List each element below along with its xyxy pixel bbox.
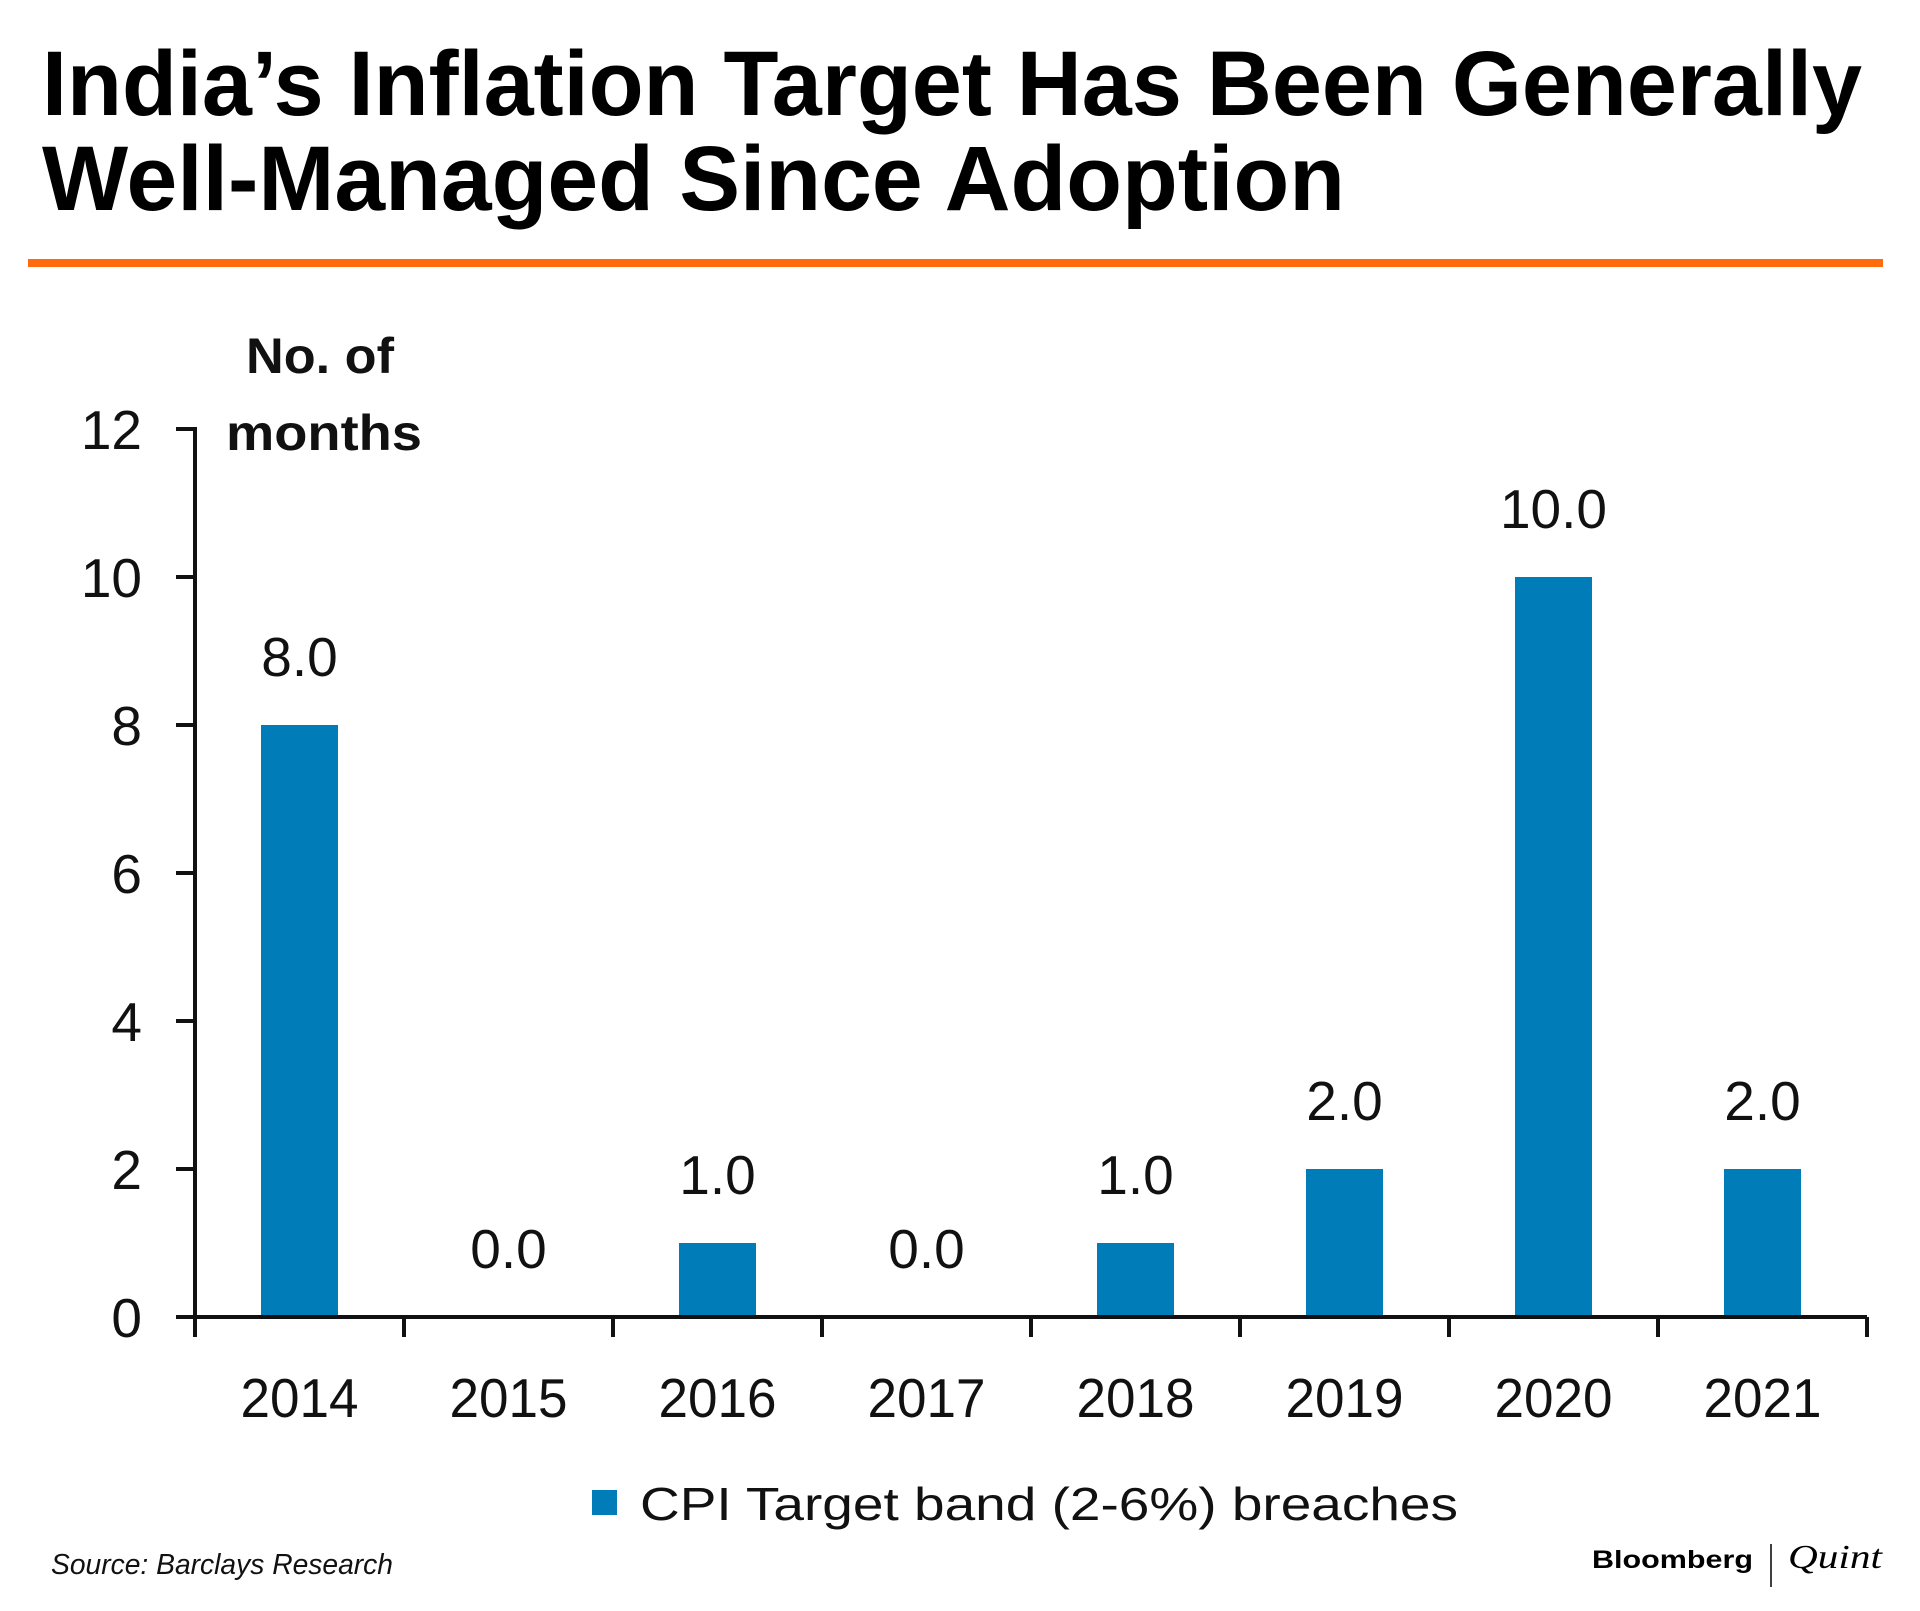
y-tick-label-10: 10 — [81, 547, 142, 609]
bar-2021 — [1724, 1169, 1801, 1317]
data-label-2015: 0.0 — [470, 1218, 546, 1280]
x-tick-label-2019: 2019 — [1286, 1367, 1404, 1429]
logo-quint-text: Quint — [1788, 1539, 1884, 1576]
legend-label: CPI Target band (2-6%) breaches — [640, 1478, 1458, 1530]
data-labels-group: 8.0 0.0 1.0 0.0 1.0 2.0 10.0 2.0 — [261, 478, 1800, 1280]
y-tick-label-0: 0 — [111, 1287, 142, 1349]
y-tick-label-12: 12 — [81, 399, 142, 461]
title-divider-rule — [28, 259, 1883, 267]
data-label-2021: 2.0 — [1724, 1070, 1800, 1132]
source-note: Source: Barclays Research — [51, 1549, 393, 1581]
legend: CPI Target band (2-6%) breaches — [592, 1478, 1458, 1530]
x-tick-label-2020: 2020 — [1495, 1367, 1613, 1429]
bar-2018 — [1097, 1243, 1174, 1317]
axes-group — [176, 427, 1867, 1337]
logo-bloomberg-text: Bloomberg — [1592, 1546, 1753, 1574]
y-tick-label-2: 2 — [111, 1139, 142, 1201]
legend-swatch — [592, 1490, 617, 1515]
x-tick-label-2021: 2021 — [1704, 1367, 1822, 1429]
data-label-2014: 8.0 — [261, 626, 337, 688]
x-tick-label-2018: 2018 — [1077, 1367, 1195, 1429]
x-tick-label-2017: 2017 — [868, 1367, 986, 1429]
publisher-logo: Bloomberg Quint — [1592, 1539, 1884, 1587]
x-tick-label-2014: 2014 — [241, 1367, 359, 1429]
x-tick-label-2016: 2016 — [659, 1367, 777, 1429]
chart-title-line-2: Well-Managed Since Adoption — [42, 128, 1345, 230]
y-axis-title-line-2: months — [226, 405, 422, 461]
bar-2019 — [1306, 1169, 1383, 1317]
bar-2020 — [1515, 577, 1592, 1317]
bar-2016 — [679, 1243, 756, 1317]
data-label-2016: 1.0 — [679, 1144, 755, 1206]
data-label-2019: 2.0 — [1306, 1070, 1382, 1132]
y-tick-label-6: 6 — [111, 843, 142, 905]
bar-2014 — [261, 725, 338, 1317]
x-tick-label-2015: 2015 — [450, 1367, 568, 1429]
x-ticks-group: 2014 2015 2016 2017 2018 2019 2020 2021 — [193, 1317, 1869, 1429]
bars-group — [261, 577, 1801, 1317]
data-label-2018: 1.0 — [1097, 1144, 1173, 1206]
y-tick-label-8: 8 — [111, 695, 142, 757]
y-ticks-group: 0 2 4 6 8 10 12 — [81, 399, 195, 1349]
chart-title-line-1: India’s Inflation Target Has Been Genera… — [42, 33, 1862, 135]
y-tick-label-4: 4 — [111, 991, 142, 1053]
data-label-2020: 10.0 — [1500, 478, 1607, 540]
y-axis-title-line-1: No. of — [246, 328, 394, 384]
data-label-2017: 0.0 — [888, 1218, 964, 1280]
